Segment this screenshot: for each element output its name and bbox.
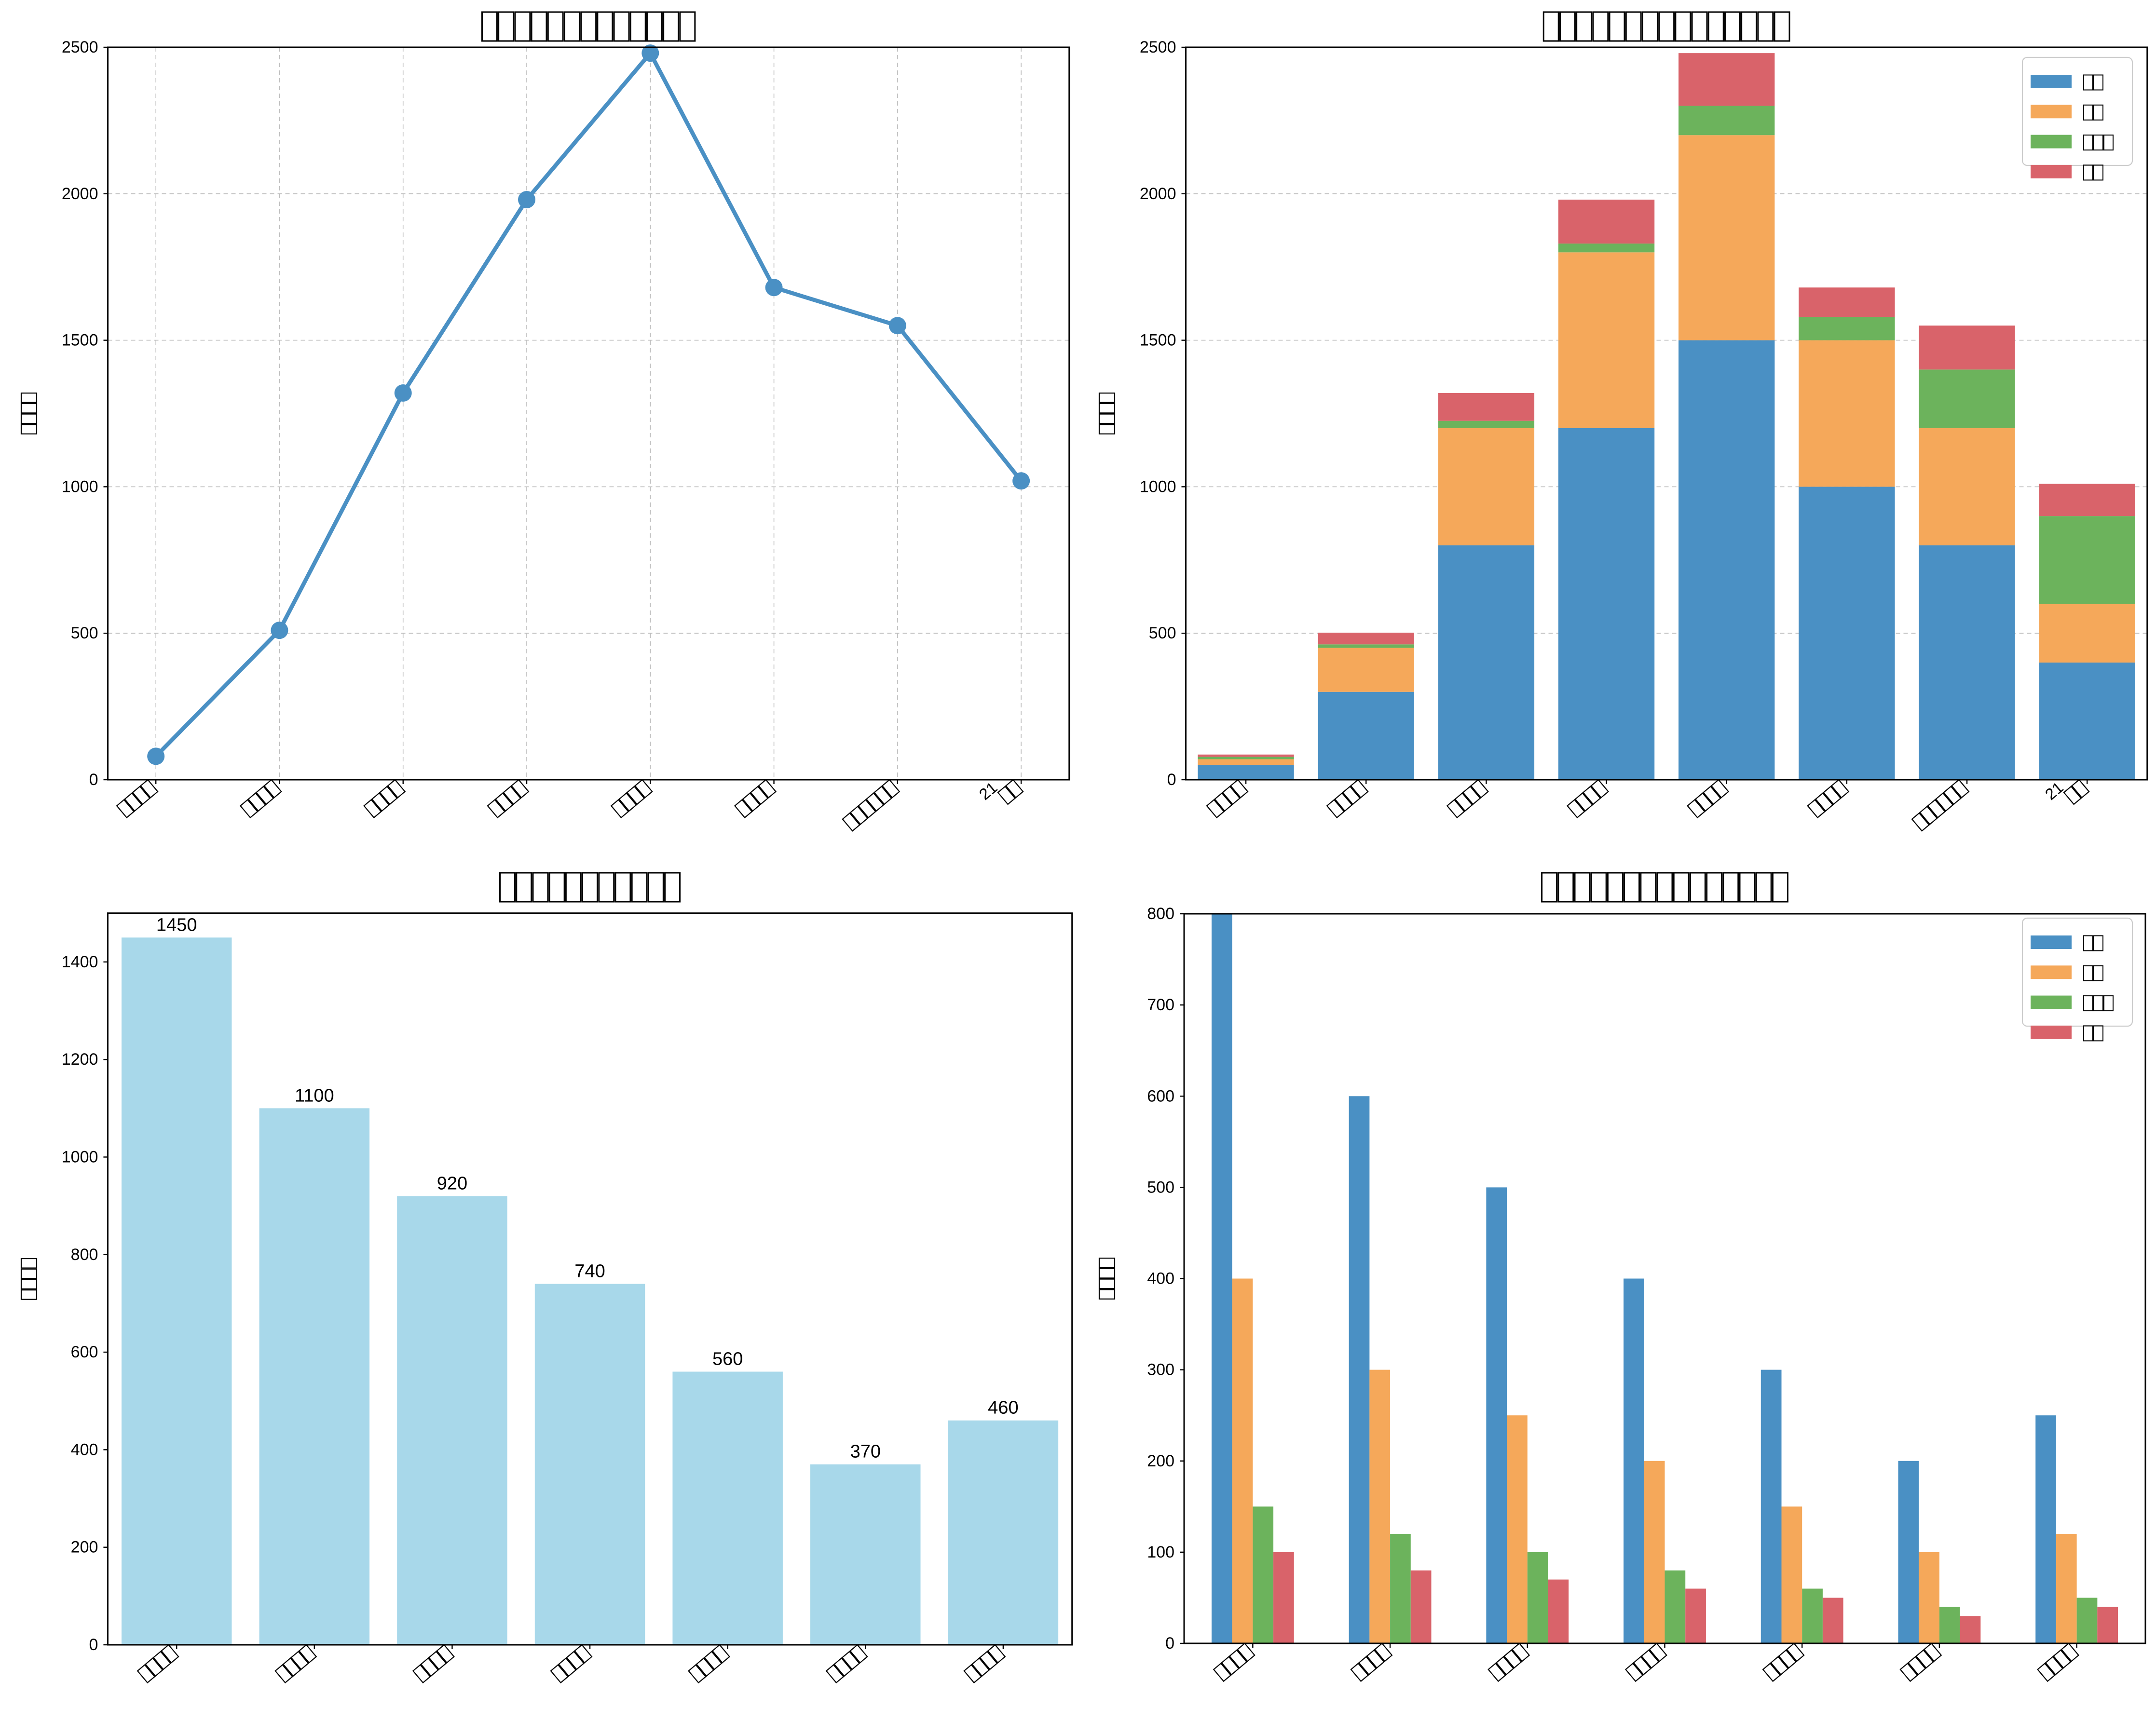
svg-text:600: 600 — [1147, 1087, 1174, 1105]
svg-text:1500: 1500 — [1140, 331, 1176, 350]
svg-text:800: 800 — [1147, 905, 1174, 923]
svg-text:800: 800 — [71, 1245, 98, 1263]
svg-text:600: 600 — [71, 1343, 98, 1361]
svg-text:2500: 2500 — [1140, 38, 1176, 56]
svg-text:200: 200 — [1147, 1451, 1174, 1470]
svg-text:100: 100 — [1147, 1543, 1174, 1561]
svg-text:2000: 2000 — [62, 185, 98, 203]
svg-text:1000: 1000 — [62, 1148, 98, 1166]
svg-text:400: 400 — [1147, 1269, 1174, 1287]
svg-text:1000: 1000 — [1140, 477, 1176, 496]
svg-text:700: 700 — [1147, 996, 1174, 1014]
svg-text:1450: 1450 — [156, 915, 197, 935]
svg-text:300: 300 — [1147, 1360, 1174, 1379]
svg-text:500: 500 — [1147, 1178, 1174, 1196]
svg-text:1200: 1200 — [62, 1050, 98, 1069]
svg-text:920: 920 — [437, 1173, 467, 1193]
svg-text:560: 560 — [712, 1349, 743, 1369]
svg-text:500: 500 — [71, 624, 98, 642]
svg-text:1400: 1400 — [62, 952, 98, 971]
svg-text:370: 370 — [850, 1441, 881, 1462]
svg-text:1000: 1000 — [62, 477, 98, 496]
svg-text:400: 400 — [71, 1440, 98, 1459]
svg-text:740: 740 — [574, 1261, 605, 1281]
svg-text:0: 0 — [1167, 771, 1176, 789]
svg-text:0: 0 — [89, 771, 98, 789]
svg-text:200: 200 — [71, 1538, 98, 1556]
svg-text:1100: 1100 — [295, 1085, 334, 1106]
svg-text:2500: 2500 — [62, 38, 98, 56]
svg-text:500: 500 — [1149, 624, 1176, 642]
svg-text:0: 0 — [89, 1636, 98, 1654]
svg-text:1500: 1500 — [62, 331, 98, 350]
svg-text:0: 0 — [1165, 1634, 1174, 1653]
svg-text:2000: 2000 — [1140, 185, 1176, 203]
svg-text:460: 460 — [988, 1397, 1018, 1418]
